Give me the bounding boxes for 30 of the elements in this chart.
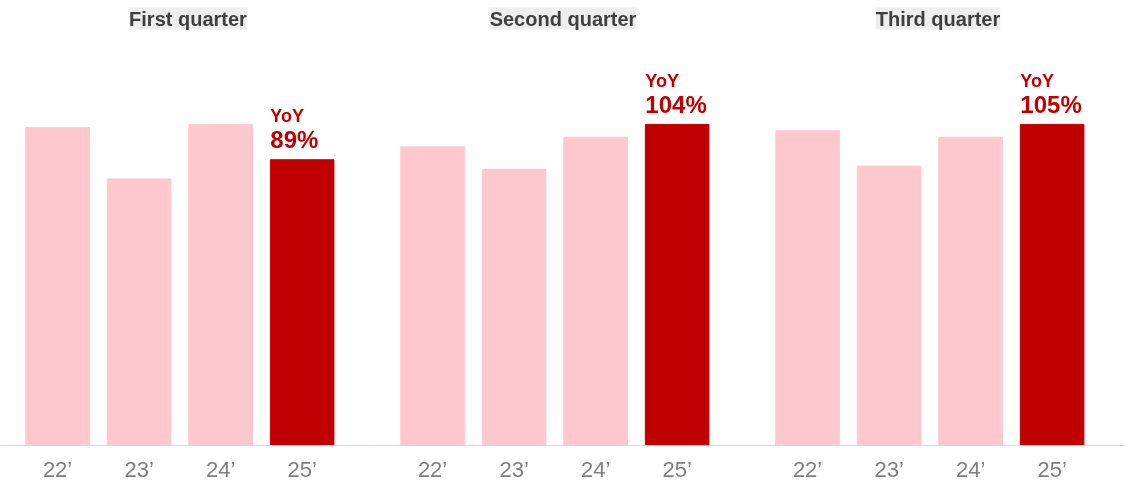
x-tick-label: 24’ bbox=[580, 456, 611, 482]
bar bbox=[188, 123, 253, 446]
x-tick-label: 22’ bbox=[792, 456, 823, 482]
x-tick-label: 23’ bbox=[124, 456, 154, 482]
bar bbox=[856, 165, 922, 446]
chart-title: Third quarter bbox=[875, 7, 1001, 30]
x-tick-label: 24’ bbox=[205, 456, 236, 482]
bar bbox=[563, 136, 628, 446]
annotation: YoY 105% bbox=[1020, 70, 1082, 118]
annotation: YoY 89% bbox=[270, 106, 319, 154]
annotation: YoY 104% bbox=[645, 70, 707, 118]
x-tick-label: 24’ bbox=[955, 456, 986, 482]
bar bbox=[25, 127, 90, 446]
x-tick-label: 25’ bbox=[287, 456, 317, 482]
x-tick-label: 23’ bbox=[499, 456, 529, 482]
bar bbox=[106, 178, 172, 446]
bar bbox=[775, 130, 840, 446]
x-tick-label: 25’ bbox=[662, 456, 692, 482]
bar bbox=[400, 146, 465, 446]
x-tick-label: 23’ bbox=[874, 456, 904, 482]
x-tick-label: 22’ bbox=[417, 456, 448, 482]
chart-title: First quarter bbox=[129, 7, 248, 30]
bar bbox=[1019, 123, 1085, 446]
bar bbox=[269, 159, 335, 446]
bar bbox=[644, 123, 710, 446]
bar bbox=[481, 168, 547, 446]
bar bbox=[938, 136, 1003, 446]
x-tick-label: 25’ bbox=[1037, 456, 1067, 482]
x-tick-label: 22’ bbox=[42, 456, 73, 482]
chart-title: Second quarter bbox=[489, 7, 637, 30]
